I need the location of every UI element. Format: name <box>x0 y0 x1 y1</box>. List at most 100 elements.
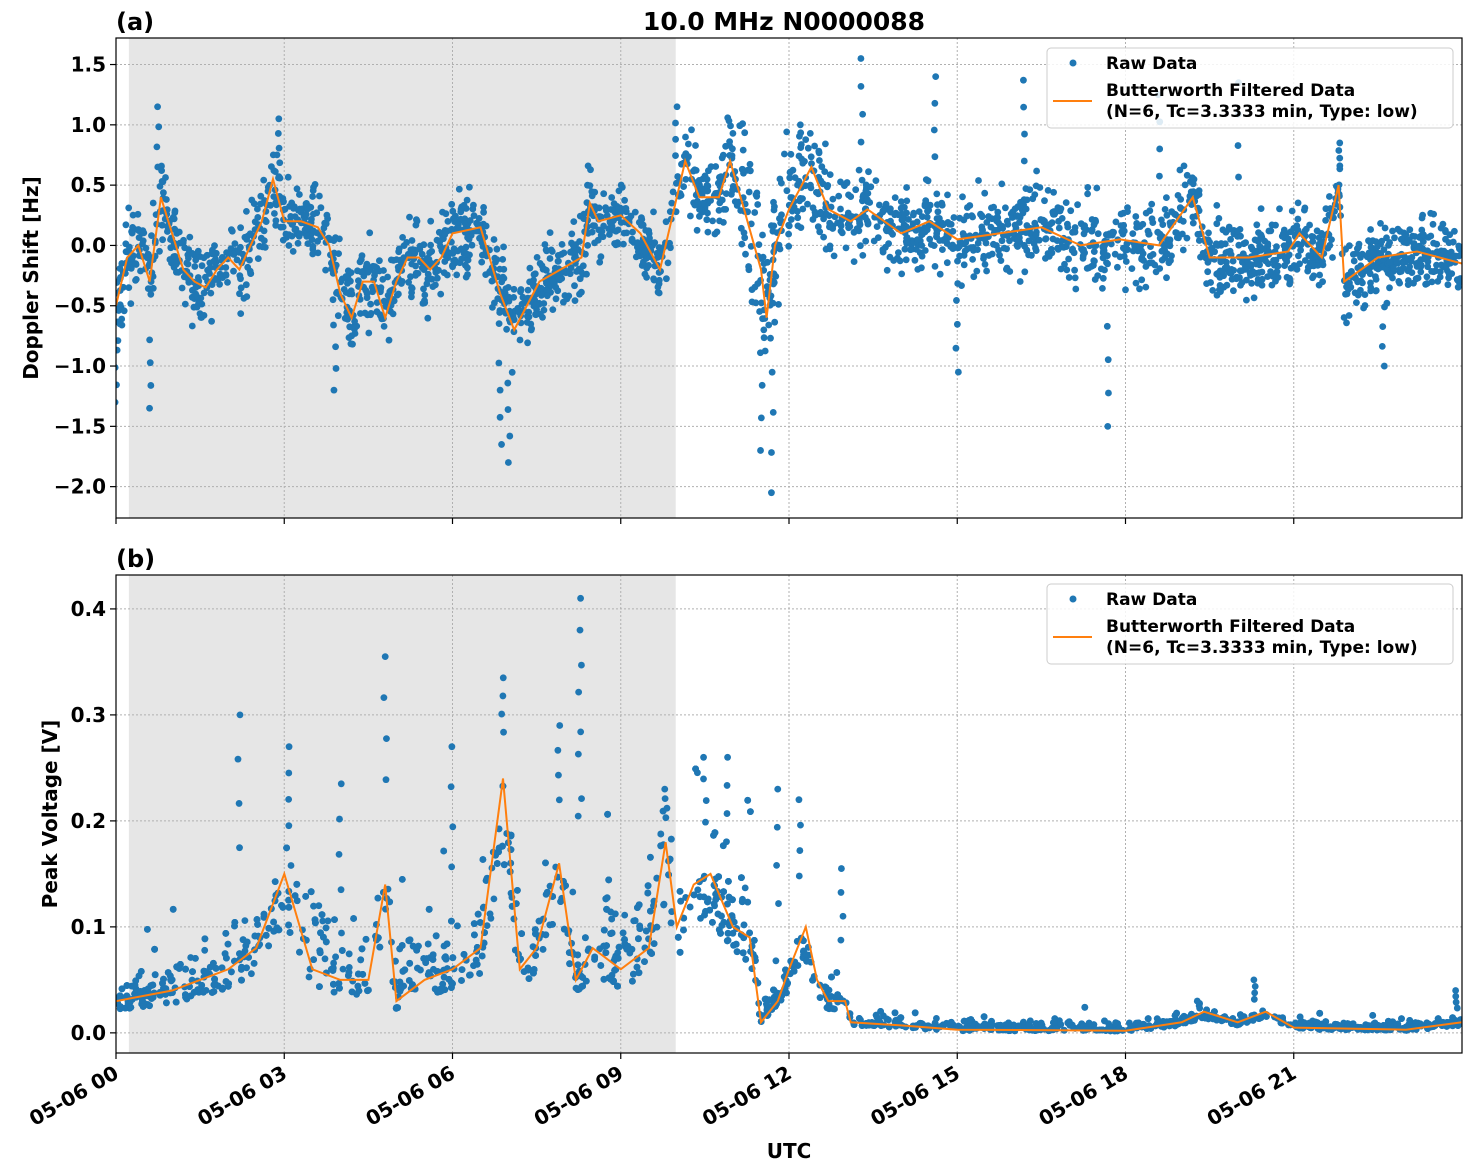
raw-point <box>687 213 694 220</box>
raw-point <box>1405 277 1412 284</box>
raw-point <box>1147 253 1154 260</box>
raw-point <box>668 836 675 843</box>
raw-point <box>306 974 313 981</box>
raw-point <box>1063 199 1070 206</box>
raw-point <box>1095 230 1102 237</box>
raw-point <box>725 930 732 937</box>
raw-point <box>1129 230 1136 237</box>
raw-point <box>125 284 132 291</box>
raw-point <box>379 276 386 283</box>
raw-point <box>214 277 221 284</box>
raw-point <box>1133 280 1140 287</box>
raw-point <box>643 255 650 262</box>
raw-point <box>1081 225 1088 232</box>
raw-point <box>1093 185 1100 192</box>
raw-point <box>919 253 926 260</box>
raw-point <box>1020 104 1027 111</box>
raw-point <box>674 103 681 110</box>
y-tick-label: 0.0 <box>71 233 106 257</box>
raw-point <box>1180 247 1187 254</box>
raw-point <box>964 204 971 211</box>
raw-point <box>408 284 415 291</box>
raw-point <box>951 214 958 221</box>
raw-point <box>935 208 942 215</box>
raw-point <box>524 319 531 326</box>
raw-point <box>994 214 1001 221</box>
raw-point <box>277 175 284 182</box>
raw-point <box>1230 258 1237 265</box>
raw-point <box>788 151 795 158</box>
raw-point <box>1424 280 1431 287</box>
raw-point <box>1072 274 1079 281</box>
raw-point <box>208 318 215 325</box>
raw-point <box>476 970 483 977</box>
raw-point <box>1434 278 1441 285</box>
raw-point <box>1064 224 1071 231</box>
raw-point <box>375 895 382 902</box>
raw-point <box>237 244 244 251</box>
raw-point <box>926 236 933 243</box>
raw-point <box>1234 228 1241 235</box>
raw-point <box>247 268 254 275</box>
raw-point <box>154 103 161 110</box>
raw-point <box>873 1012 880 1019</box>
raw-point <box>747 167 754 174</box>
raw-point <box>1302 205 1309 212</box>
raw-point <box>603 207 610 214</box>
raw-point <box>430 283 437 290</box>
raw-point <box>1184 172 1191 179</box>
raw-point <box>1182 182 1189 189</box>
raw-point <box>1224 282 1231 289</box>
raw-point <box>898 271 905 278</box>
raw-point <box>1066 274 1073 281</box>
raw-point <box>1269 282 1276 289</box>
raw-point <box>1266 228 1273 235</box>
raw-point <box>286 242 293 249</box>
raw-point <box>479 953 486 960</box>
raw-point <box>1438 225 1445 232</box>
raw-point <box>1156 173 1163 180</box>
raw-point <box>464 197 471 204</box>
raw-point <box>417 967 424 974</box>
raw-point <box>820 234 827 241</box>
raw-point <box>524 339 531 346</box>
raw-point <box>173 261 180 268</box>
raw-point <box>137 268 144 275</box>
raw-point <box>182 301 189 308</box>
raw-point <box>1336 140 1343 147</box>
raw-point <box>349 989 356 996</box>
raw-point <box>1057 208 1064 215</box>
raw-point <box>467 217 474 224</box>
raw-point <box>542 241 549 248</box>
raw-point <box>1014 236 1021 243</box>
raw-point <box>1136 243 1143 250</box>
raw-point <box>1065 256 1072 263</box>
raw-point <box>553 295 560 302</box>
raw-point <box>492 259 499 266</box>
raw-point <box>363 936 370 943</box>
raw-point <box>398 280 405 287</box>
raw-point <box>280 198 287 205</box>
raw-point <box>983 268 990 275</box>
raw-point <box>400 968 407 975</box>
raw-point <box>564 295 571 302</box>
raw-point <box>1213 271 1220 278</box>
raw-point <box>364 262 371 269</box>
raw-point <box>255 255 262 262</box>
raw-point <box>1084 191 1091 198</box>
raw-point <box>437 243 444 250</box>
raw-point <box>783 129 790 136</box>
x-tick-label: 05-06 15 <box>866 1061 964 1131</box>
raw-point <box>691 166 698 173</box>
raw-point <box>419 265 426 272</box>
raw-point <box>944 259 951 266</box>
raw-point <box>225 250 232 257</box>
raw-point <box>494 246 501 253</box>
raw-point <box>629 978 636 985</box>
raw-point <box>1203 280 1210 287</box>
raw-point <box>192 291 199 298</box>
raw-point <box>1056 225 1063 232</box>
raw-point <box>466 184 473 191</box>
raw-point <box>752 284 759 291</box>
